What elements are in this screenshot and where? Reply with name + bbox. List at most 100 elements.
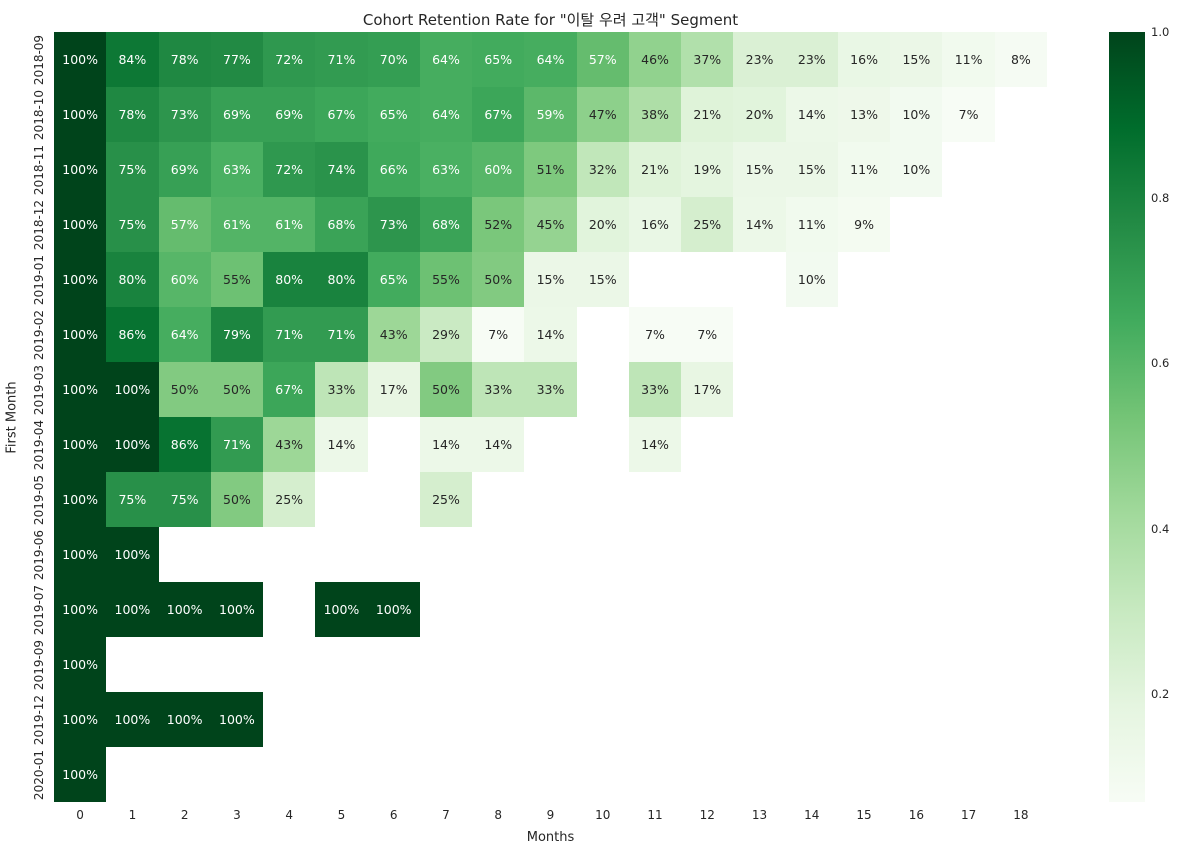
heatmap-cell: 15% (733, 142, 786, 197)
heatmap-cell (368, 527, 420, 582)
heatmap-cell (838, 362, 890, 417)
cell-value-label: 25% (693, 217, 722, 232)
heatmap-cell: 51% (524, 142, 577, 197)
y-tick-label: 2019-04 (32, 419, 47, 470)
heatmap-cell: 33% (315, 362, 368, 417)
heatmap-cell (524, 527, 576, 582)
heatmap-cell: 55% (419, 252, 473, 307)
heatmap-cell: 100% (54, 362, 107, 417)
chart-title: Cohort Retention Rate for "이탈 우려 고객" Seg… (362, 11, 739, 29)
heatmap-cell: 71% (315, 307, 368, 362)
heatmap-cell (472, 527, 524, 582)
cell-value-label: 61% (275, 217, 304, 232)
heatmap-cell: 15% (785, 142, 838, 197)
heatmap-cell: 68% (419, 197, 473, 252)
heatmap-cell (890, 747, 942, 802)
heatmap-cell: 69% (210, 87, 264, 142)
heatmap-cell (838, 637, 890, 692)
cell-value-label: 37% (693, 52, 722, 67)
heatmap-cell: 17% (681, 362, 734, 417)
heatmap-cell: 71% (315, 32, 368, 87)
cell-value-label: 63% (223, 162, 251, 177)
heatmap-cell: 21% (628, 142, 682, 197)
heatmap-cell: 75% (106, 472, 159, 527)
heatmap-cell: 33% (472, 362, 525, 417)
heatmap-cell (786, 582, 838, 637)
heatmap-cell: 100% (54, 417, 107, 472)
heatmap-cell (890, 637, 942, 692)
x-tick-label: 9 (546, 808, 555, 822)
cell-value-label: 11% (954, 52, 983, 67)
colorbar-tick-label: 0.4 (1151, 521, 1170, 536)
y-axis-ticks: 2018-09 2018-10 2018-11 2018-12 2019-01 2019-… (26, 32, 52, 802)
cell-value-label: 16% (850, 52, 878, 67)
heatmap-cell: 50% (472, 252, 525, 307)
cell-value-label: 14% (797, 107, 826, 122)
heatmap-cell (838, 527, 890, 582)
heatmap-cell (995, 197, 1047, 252)
heatmap-cell (942, 252, 994, 307)
heatmap-cell: 16% (628, 197, 682, 252)
cell-value-label: 33% (536, 382, 565, 397)
cell-value-label: 57% (170, 217, 199, 232)
colorbar (1109, 32, 1145, 802)
heatmap-cell: 80% (263, 252, 316, 307)
heatmap-cell (472, 472, 524, 527)
heatmap-cell (890, 692, 942, 747)
x-tick-label: 13 (751, 808, 768, 822)
cell-value-label: 100% (62, 602, 98, 617)
cell-value-label: 100% (62, 327, 98, 342)
heatmap-grid: 100% 84% 78% 77% 72% 71% 70% 64% 65% 64% 57% 46% 37%… (54, 32, 1047, 802)
heatmap-cell: 63% (419, 142, 473, 197)
heatmap-cell (472, 747, 524, 802)
x-tick-label: 14 (804, 808, 820, 822)
heatmap-cell (942, 362, 994, 417)
y-tick-label: 2018-11 (32, 144, 47, 195)
heatmap-cell (681, 637, 733, 692)
heatmap-cell (995, 527, 1047, 582)
heatmap-cell: 66% (367, 142, 420, 197)
cell-value-label: 78% (170, 52, 199, 67)
heatmap-cell (577, 307, 629, 362)
heatmap-cell: 78% (106, 87, 159, 142)
cell-value-label: 11% (850, 162, 878, 177)
cell-value-label: 100% (166, 602, 203, 617)
cell-value-label: 68% (327, 217, 356, 232)
heatmap-cell (733, 747, 785, 802)
heatmap-cell (524, 582, 576, 637)
cell-value-label: 10% (797, 272, 826, 287)
heatmap-cell: 50% (210, 472, 264, 527)
cell-value-label: 57% (588, 52, 617, 67)
heatmap-cell (995, 142, 1047, 197)
heatmap-cell (420, 582, 472, 637)
heatmap-cell: 65% (367, 252, 420, 307)
cell-value-label: 100% (62, 162, 98, 177)
heatmap-cell (786, 692, 838, 747)
cell-value-label: 64% (536, 52, 565, 67)
cell-value-label: 14% (327, 437, 356, 452)
cell-value-label: 21% (641, 162, 669, 177)
cell-value-label: 100% (62, 382, 98, 397)
y-tick-label: 2019-01 (32, 254, 47, 305)
y-tick-label: 2018-09 (32, 34, 47, 85)
heatmap-cell: 78% (158, 32, 211, 87)
cell-value-label: 100% (62, 657, 98, 672)
heatmap-cell (629, 637, 681, 692)
cell-value-label: 7% (958, 107, 979, 122)
heatmap-cell: 63% (210, 142, 264, 197)
cell-value-label: 100% (62, 217, 98, 232)
heatmap-cell (838, 472, 890, 527)
heatmap-cell: 21% (681, 87, 734, 142)
heatmap-cell (211, 637, 263, 692)
cell-value-label: 7% (488, 327, 509, 342)
heatmap-cell (995, 417, 1047, 472)
heatmap-cell (681, 747, 733, 802)
heatmap-cell (890, 252, 942, 307)
heatmap-cell (524, 472, 576, 527)
heatmap-cell: 19% (681, 142, 734, 197)
cell-value-label: 14% (432, 437, 460, 452)
cell-value-label: 69% (275, 107, 304, 122)
x-tick-label: 3 (233, 808, 241, 822)
heatmap-cell: 14% (419, 417, 473, 472)
cell-value-label: 86% (118, 327, 147, 342)
